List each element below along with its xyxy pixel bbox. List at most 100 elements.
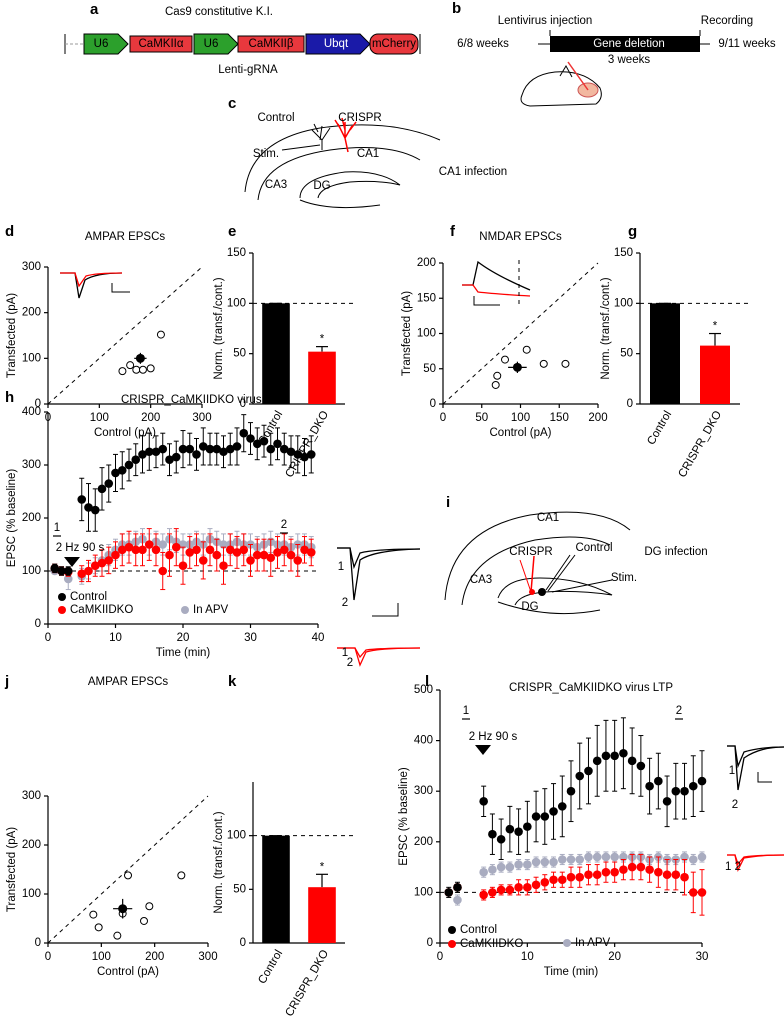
data-point <box>575 855 585 864</box>
data-point <box>549 857 558 867</box>
data-point <box>540 857 550 867</box>
y-axis-label: Norm. (transf./cont.) <box>213 811 225 913</box>
y-tick-label: 150 <box>227 247 246 259</box>
data-point <box>104 556 114 565</box>
construct-caption: Lenti-gRNA <box>218 64 278 76</box>
data-point <box>266 444 276 454</box>
data-point <box>138 365 147 374</box>
data-point <box>171 452 181 462</box>
panel-label: a <box>90 1 99 18</box>
data-point <box>688 888 698 897</box>
data-point <box>306 450 316 459</box>
identity-line <box>47 266 203 405</box>
legend-marker <box>448 926 456 934</box>
data-point <box>592 870 602 879</box>
data-point <box>205 545 215 555</box>
bar <box>650 303 680 404</box>
data-point <box>627 862 637 872</box>
chart-title: CRISPR_CaMKIIDKO virus LTP <box>121 394 285 406</box>
panel-label: k <box>228 673 237 690</box>
data-point <box>145 902 154 911</box>
stimulus-label: 2 Hz 90 s <box>469 731 518 743</box>
y-tick-label: 0 <box>35 398 41 410</box>
data-point <box>205 444 215 454</box>
data-point <box>158 540 168 549</box>
stimulus-label: 2 Hz 90 s <box>56 542 105 554</box>
data-point <box>273 548 282 557</box>
data-point <box>185 444 195 454</box>
data-point <box>680 872 689 882</box>
data-point <box>557 802 567 811</box>
data-point <box>84 503 93 512</box>
data-point <box>178 444 188 454</box>
data-point <box>575 872 585 882</box>
region-label: CA3 <box>470 574 492 586</box>
data-point <box>697 888 707 897</box>
y-tick-label: 400 <box>22 406 41 418</box>
data-point <box>561 359 570 368</box>
data-point <box>523 860 532 869</box>
x-tick-label: 300 <box>198 951 217 963</box>
chart-title: AMPAR EPSCs <box>88 676 169 688</box>
data-point <box>306 548 316 557</box>
epoch-label: 2 <box>676 705 682 717</box>
data-point <box>94 923 103 932</box>
data-point <box>491 380 500 389</box>
x-axis-label: Control (pA) <box>490 427 552 439</box>
data-point <box>131 545 141 555</box>
epoch-label: 1 <box>54 522 60 534</box>
data-point <box>113 931 122 940</box>
bar <box>308 887 336 943</box>
data-point <box>118 367 127 376</box>
panel-label: f <box>450 223 456 240</box>
data-point <box>124 460 134 470</box>
y-tick-label: 0 <box>240 937 246 949</box>
data-point <box>601 867 611 877</box>
data-point <box>697 852 707 862</box>
data-point <box>124 871 132 880</box>
timeline-age: 9/11 weeks <box>718 38 776 50</box>
x-tick-label: 20 <box>608 951 621 963</box>
x-tick-label: 200 <box>145 951 164 963</box>
data-point <box>496 862 506 872</box>
y-tick-label: 200 <box>414 836 433 848</box>
y-tick-label: 200 <box>22 307 41 319</box>
data-point <box>505 885 515 895</box>
data-point <box>198 442 208 451</box>
trace-label: 1 <box>729 765 735 777</box>
data-point <box>225 545 235 555</box>
y-tick-label: 100 <box>614 297 633 309</box>
region-label: CA3 <box>265 179 287 191</box>
data-point <box>219 447 228 457</box>
example-traces <box>60 260 784 872</box>
data-point <box>514 883 523 892</box>
data-point <box>671 870 681 879</box>
data-point <box>697 776 707 786</box>
data-point <box>63 574 73 584</box>
data-point <box>232 548 242 557</box>
data-point <box>505 824 515 834</box>
data-point <box>444 888 454 897</box>
y-tick-label: 0 <box>427 937 433 949</box>
y-axis-label: Norm. (transf./cont.) <box>600 277 612 379</box>
data-point <box>232 442 242 451</box>
chart-title: CRISPR_CaMKIIDKO virus LTP <box>509 682 673 694</box>
data-point <box>557 855 567 864</box>
trace-label: 2 <box>347 657 353 669</box>
mean-point <box>135 353 145 363</box>
x-tick-label: CRISPR_DKO <box>676 409 724 480</box>
data-point <box>144 447 154 457</box>
data-point <box>239 545 249 555</box>
data-point <box>239 428 249 438</box>
x-tick-label: 20 <box>177 632 190 644</box>
y-axis-label: Transfected (pA) <box>401 291 413 376</box>
region-label: Stim. <box>253 148 279 160</box>
data-point <box>592 756 602 766</box>
data-point <box>97 558 107 568</box>
data-point <box>273 439 282 449</box>
bar <box>262 303 290 404</box>
data-point <box>90 505 100 515</box>
data-point <box>90 561 100 570</box>
data-point <box>77 569 87 578</box>
y-axis-label: Transfected (pA) <box>6 293 18 378</box>
